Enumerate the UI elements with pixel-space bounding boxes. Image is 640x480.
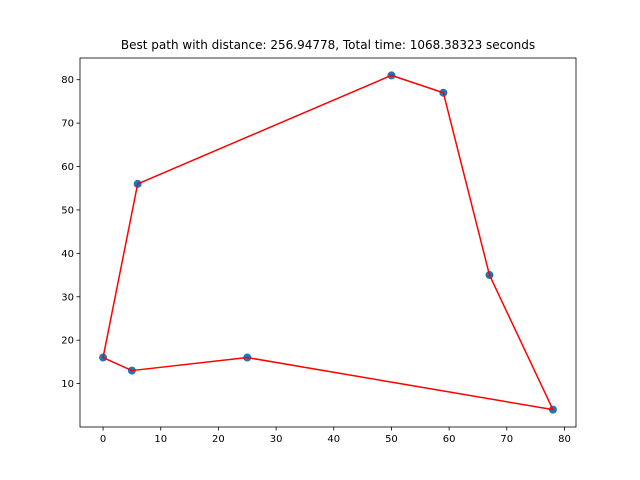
axes-frame [79,57,577,428]
y-tick-label: 70 [61,119,74,130]
x-tick-label: 60 [443,434,456,445]
y-tick-label: 20 [61,336,74,347]
y-tick-label: 50 [61,205,74,216]
x-tick-label: 20 [212,434,225,445]
y-tick-label: 30 [61,292,74,303]
x-tick-label: 70 [500,434,513,445]
x-tick-label: 50 [385,434,398,445]
x-tick-label: 80 [558,434,571,445]
y-tick-label: 10 [61,379,74,390]
y-tick-label: 80 [61,75,74,86]
best-path-line [102,74,554,411]
plot-area: 0 10 20 30 40 50 60 70 80 10 20 30 40 50 60 70 80 [61,57,577,445]
y-tick-label: 60 [61,162,74,173]
chart-title: Best path with distance: 256.94778, Tota… [121,38,535,52]
x-tick-label: 40 [327,434,340,445]
x-tick-label: 30 [270,434,283,445]
x-tick-label: 0 [100,434,106,445]
x-tick-label: 10 [154,434,167,445]
y-tick-label: 40 [61,249,74,260]
